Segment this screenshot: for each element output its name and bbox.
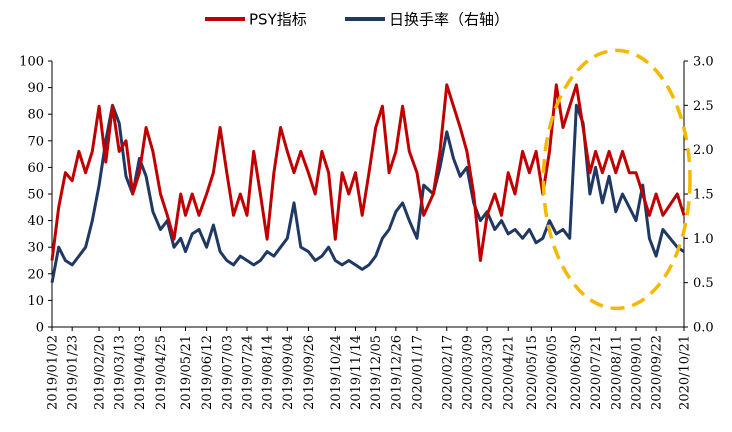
right-tick-label: 2.5 [693, 99, 714, 114]
psy-series-line [50, 83, 686, 262]
x-tick-label: 2020/03/30 [481, 335, 496, 410]
left-tick-label: 50 [27, 188, 44, 203]
x-tick-label: 2020/02/17 [440, 335, 455, 410]
x-tick-label: 2019/07/03 [220, 335, 235, 410]
x-tick-label: 2019/11/14 [349, 335, 364, 410]
x-tick-labels: 2019/01/02 2019/01/23 2019/02/20 2019/03/13… [46, 327, 693, 410]
left-tick-label: 30 [27, 241, 44, 256]
x-tick-label: 2020/05/15 [525, 335, 540, 410]
legend-label: PSY指标 [249, 11, 307, 29]
x-tick-label: 2019/05/21 [179, 335, 194, 410]
left-tick-label: 90 [27, 81, 44, 96]
right-tick-label: 1.0 [693, 232, 714, 247]
legend-label: 日换手率（右轴） [389, 11, 509, 29]
x-tick-label: 2020/08/11 [609, 335, 624, 410]
left-tick-label: 70 [27, 134, 44, 149]
x-tick-label: 2019/01/23 [66, 335, 81, 410]
x-tick-label: 2019/01/02 [46, 335, 61, 410]
left-tick-label: 0 [36, 321, 44, 336]
x-tick-label: 2019/09/04 [281, 335, 296, 410]
left-tick-label: 60 [27, 161, 44, 176]
x-tick-label: 2020/09/01 [630, 335, 645, 410]
x-tick-label: 2019/04/25 [154, 335, 169, 410]
x-tick-label: 2020/06/05 [545, 335, 560, 410]
legend-psy: PSY指标 [205, 11, 307, 29]
x-tick-label: 2019/10/24 [329, 335, 344, 410]
x-tick-label: 2019/06/12 [200, 335, 215, 410]
x-tick-label: 2020/07/21 [589, 335, 604, 410]
x-tick-label: 2019/07/24 [241, 335, 256, 410]
x-tick-label: 2020/04/21 [502, 335, 517, 410]
x-tick-label: 2019/12/26 [389, 335, 404, 410]
right-tick-label: 0.0 [693, 321, 714, 336]
x-tick-label: 2019/08/14 [261, 335, 276, 410]
x-tick-label: 2020/03/09 [460, 335, 475, 410]
left-tick-label: 20 [27, 267, 44, 282]
annotation [541, 48, 692, 311]
x-tick-label: 2019/09/26 [302, 335, 317, 410]
left-tick-label: 100 [19, 55, 44, 70]
series-lines [50, 83, 686, 283]
left-tick-label: 80 [27, 108, 44, 123]
right-tick-label: 2.0 [693, 143, 714, 158]
highlight-ellipse [541, 48, 692, 311]
legend-turnover: 日换手率（右轴） [345, 11, 509, 29]
legend: PSY指标 日换手率（右轴） [205, 11, 509, 29]
x-tick-label: 2019/03/13 [113, 335, 128, 410]
x-tick-label: 2019/12/05 [369, 335, 384, 410]
x-tick-label: 2020/10/21 [678, 335, 693, 410]
axes: 0 10 20 30 40 50 60 70 80 90 100 0.0 0.5 1.0 1.5 2.0 2.5… [19, 55, 714, 336]
right-tick-label: 0.5 [693, 276, 714, 291]
left-tick-label: 10 [27, 294, 44, 309]
turnover-series-line [50, 103, 685, 283]
x-tick-label: 2020/09/22 [650, 335, 665, 410]
x-tick-label: 2020/01/17 [411, 335, 426, 410]
right-tick-label: 1.5 [693, 188, 714, 203]
x-tick-label: 2019/02/20 [93, 335, 108, 410]
left-tick-label: 40 [27, 214, 44, 229]
x-tick-label: 2020/06/30 [569, 335, 584, 410]
x-tick-label: 2019/04/03 [133, 335, 148, 410]
right-tick-label: 3.0 [693, 55, 714, 70]
